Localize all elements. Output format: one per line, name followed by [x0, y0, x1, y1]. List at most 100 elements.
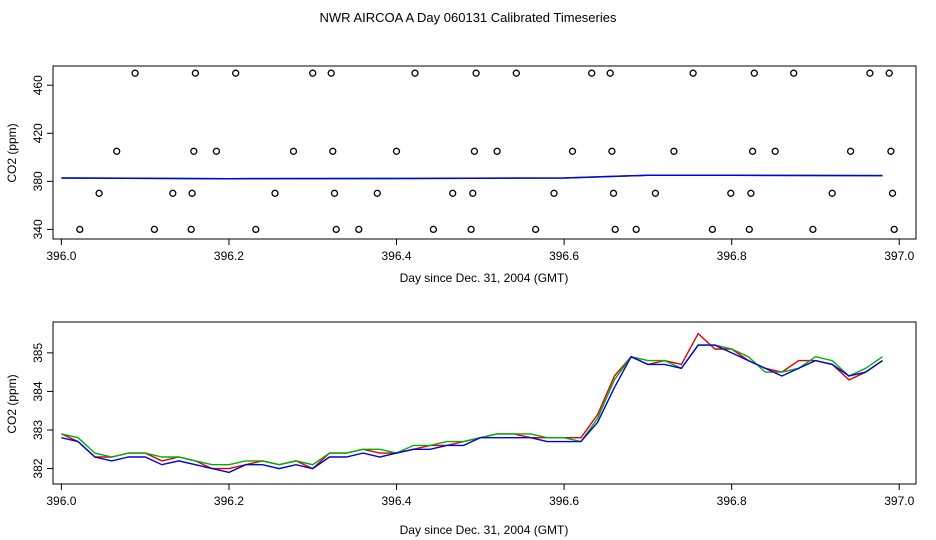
- panel1-y-label: CO2 (ppm): [5, 123, 19, 182]
- calibration-point: [95, 189, 103, 197]
- series-line-red: [61, 332, 883, 470]
- panel2-frame: [52, 321, 917, 485]
- y-tick-label: 384: [31, 381, 45, 401]
- calibration-point: [828, 189, 836, 197]
- calibration-point: [392, 147, 401, 155]
- calibration-point: [470, 147, 479, 155]
- panel2-x-axis: 396.0 396.2 396.4 396.6 396.8 397.0: [46, 484, 915, 508]
- x-tick-label: 396.0: [46, 494, 76, 508]
- calibration-point: [271, 189, 279, 197]
- x-tick-label: 396.6: [549, 249, 579, 263]
- calibration-point: [747, 189, 755, 197]
- calibration-point: [467, 225, 475, 234]
- calibration-point: [131, 69, 139, 77]
- y-tick-label: 382: [31, 458, 45, 478]
- calibration-point: [606, 69, 614, 77]
- x-tick-label: 396.4: [382, 494, 412, 508]
- calibration-point: [670, 147, 678, 155]
- panel1-points: [76, 69, 898, 234]
- calibration-point: [750, 69, 758, 77]
- calibration-point: [568, 147, 577, 155]
- panel1-frame: [52, 65, 917, 240]
- calibration-point: [252, 225, 260, 234]
- calibration-point: [472, 69, 480, 77]
- calibration-point: [469, 189, 477, 197]
- y-tick-label: 420: [31, 123, 45, 143]
- calibration-point: [588, 69, 596, 77]
- panel2-y-axis: 382 383 384 385: [31, 343, 53, 479]
- calibration-point: [188, 189, 196, 197]
- y-tick-label: 340: [31, 219, 45, 239]
- calibration-point: [609, 189, 618, 197]
- calibration-point: [846, 147, 855, 155]
- panel2-x-label: Day since Dec. 31, 2004 (GMT): [400, 523, 569, 537]
- calibration-point: [449, 189, 457, 197]
- calibration-point: [332, 225, 340, 234]
- chart-title: NWR AIRCOA A Day 060131 Calibrated Times…: [319, 10, 617, 25]
- panel1-x-label: Day since Dec. 31, 2004 (GMT): [400, 271, 569, 285]
- calibration-point: [512, 69, 520, 77]
- calibration-point: [330, 189, 339, 197]
- calibration-point: [771, 147, 779, 155]
- x-tick-label: 397.0: [884, 249, 914, 263]
- calibration-point: [493, 147, 501, 155]
- panel1-x-axis: 396.0 396.2 396.4 396.6 396.8 397.0: [46, 239, 915, 263]
- panel1-series-blue: [61, 174, 883, 180]
- calibration-point: [150, 225, 159, 234]
- x-tick-label: 396.2: [214, 249, 244, 263]
- x-tick-label: 396.8: [717, 249, 747, 263]
- x-tick-label: 396.0: [46, 249, 76, 263]
- calibration-point: [355, 225, 363, 234]
- calibration-point: [289, 147, 298, 155]
- calibration-point: [727, 189, 735, 197]
- calibration-point: [651, 189, 660, 197]
- calibration-point: [885, 69, 893, 77]
- x-tick-label: 396.2: [214, 494, 244, 508]
- calibration-point: [76, 225, 84, 234]
- calibration-point: [411, 69, 419, 77]
- x-tick-label: 396.6: [549, 494, 579, 508]
- calibration-point: [866, 69, 874, 77]
- calibration-point: [113, 147, 121, 155]
- calibration-point: [190, 147, 198, 155]
- panel2-series: [61, 332, 883, 474]
- calibration-point: [888, 189, 897, 197]
- calibration-point: [809, 225, 817, 234]
- calibration-point: [748, 147, 757, 155]
- x-tick-label: 396.4: [382, 249, 412, 263]
- y-tick-label: 385: [31, 343, 45, 363]
- calibration-point: [327, 69, 335, 77]
- calibration-point: [169, 189, 177, 197]
- panel1-y-axis: 340 380 420 460: [31, 75, 53, 239]
- calibration-point: [373, 189, 381, 197]
- calibration-point: [187, 225, 195, 234]
- x-tick-label: 397.0: [884, 494, 914, 508]
- calibration-point: [611, 225, 619, 234]
- calibration-point: [632, 225, 640, 234]
- calibration-point: [708, 225, 717, 234]
- y-tick-label: 383: [31, 420, 45, 440]
- series-line-green: [61, 344, 883, 466]
- y-tick-label: 460: [31, 75, 45, 95]
- x-tick-label: 396.8: [717, 494, 747, 508]
- calibration-point: [689, 69, 697, 77]
- calibration-point: [790, 69, 798, 77]
- series-line-blue: [61, 344, 883, 474]
- calibration-point: [191, 69, 200, 77]
- panel1-series: [61, 174, 883, 180]
- panel2-y-label: CO2 (ppm): [5, 374, 19, 433]
- calibration-point: [887, 147, 895, 155]
- calibration-point: [608, 147, 616, 155]
- calibration-point: [745, 225, 753, 234]
- calibration-point: [531, 225, 540, 234]
- calibration-point: [232, 69, 240, 77]
- calibration-point: [329, 147, 337, 155]
- y-tick-label: 380: [31, 171, 45, 191]
- calibration-point: [890, 225, 898, 234]
- calibration-point: [212, 147, 221, 155]
- calibration-point: [429, 225, 438, 234]
- calibration-point: [309, 69, 317, 77]
